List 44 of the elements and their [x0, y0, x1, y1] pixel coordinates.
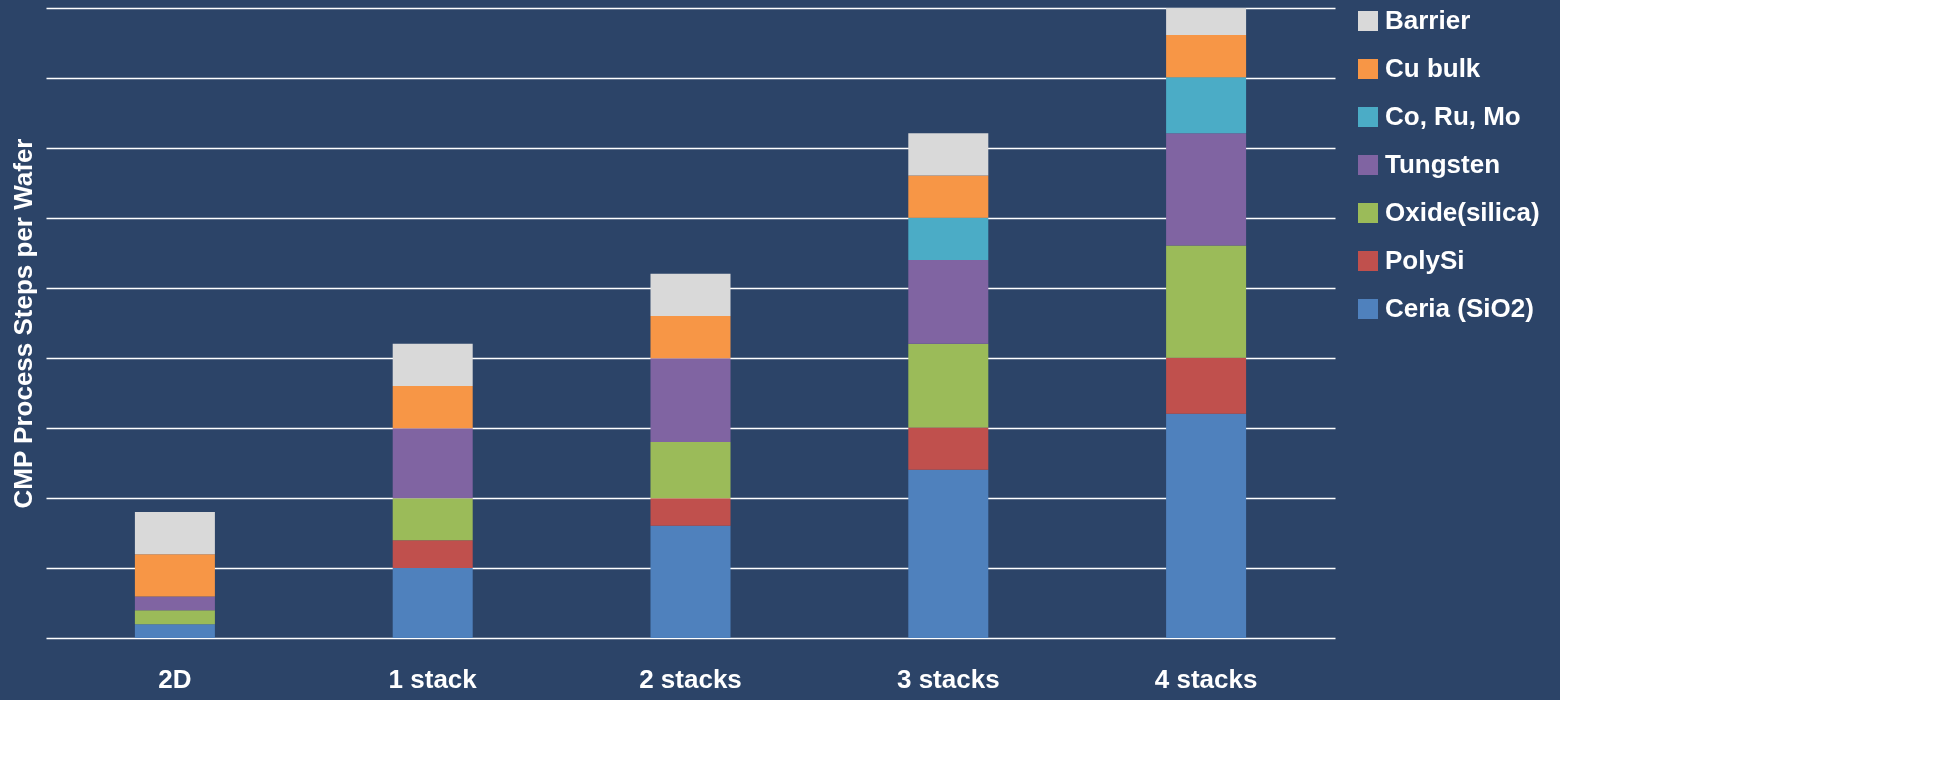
legend-label: Barrier [1385, 5, 1471, 35]
bar [134, 596, 215, 611]
bar [650, 442, 731, 499]
bar [134, 610, 215, 625]
legend-label: PolySi [1385, 245, 1465, 275]
bar [392, 498, 473, 541]
legend-label: Tungsten [1385, 149, 1501, 179]
bar [1166, 357, 1247, 414]
bar [650, 525, 731, 638]
legend-label: Co, Ru, Mo [1385, 101, 1521, 131]
bar [908, 175, 989, 218]
x-tick-label: 4 stacks [1154, 663, 1258, 694]
x-tick-label: 2 stacks [639, 663, 742, 694]
bar [908, 427, 989, 470]
bar [134, 512, 215, 555]
bar [134, 554, 215, 597]
bar [908, 260, 989, 344]
bar [1166, 413, 1247, 638]
legend-label: Cu bulk [1385, 53, 1481, 83]
bar [908, 217, 989, 260]
bar [908, 469, 989, 638]
bar [908, 133, 989, 176]
y-axis-title: CMP Process Steps per Wafer [7, 138, 38, 509]
bar [392, 540, 473, 569]
bar [1166, 77, 1247, 134]
x-tick-label: 2D [158, 663, 192, 694]
bar [1166, 133, 1247, 246]
bar [650, 498, 731, 526]
bar [134, 624, 215, 638]
bar [908, 343, 989, 428]
bar [1166, 245, 1247, 358]
bar [650, 358, 731, 443]
x-tick-label: 3 stacks [896, 663, 1000, 694]
legend-label: Ceria (SiO2) [1385, 293, 1534, 323]
bar [1166, 8, 1247, 36]
bar [392, 343, 473, 386]
bar [392, 428, 473, 499]
legend-label: Oxide(silica) [1385, 197, 1540, 227]
bar [1166, 35, 1247, 78]
bar [392, 386, 473, 429]
bar [392, 568, 473, 638]
bar [650, 316, 731, 359]
bar [650, 273, 731, 317]
x-tick-label: 1 stack [388, 663, 478, 694]
